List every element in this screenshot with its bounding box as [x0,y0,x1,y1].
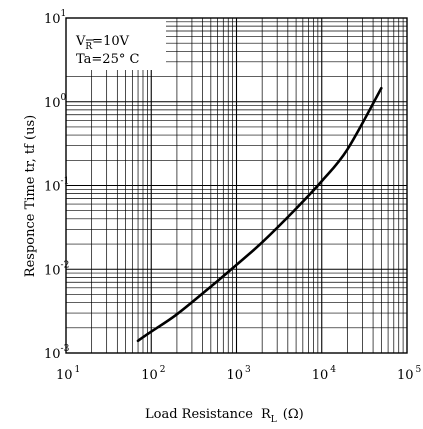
x-tick-labels: 10 1 10 2 10 3 10 4 10 5 [56,365,422,383]
condition-box: VR=10V Ta=25° C [66,18,166,70]
x-tick-label: 10 4 [312,365,337,383]
y-tick-label: 10-2 [44,260,69,278]
grid [66,18,407,353]
condition-temperature: Ta=25° C [76,52,139,67]
condition-box-background [66,18,166,70]
y-tick-label: 10-1 [44,177,69,195]
x-tick-label: 10 3 [227,365,252,383]
y-tick-label: 10-3 [44,344,70,362]
condition-voltage: VR=10V [75,34,130,52]
x-tick-label: 10 2 [141,365,165,383]
y-tick-label: 100 [44,93,67,111]
plot-frame [65,17,408,354]
y-tick-labels: 10-3 10-2 10-1 100 101 [44,9,70,362]
x-tick-label: 10 5 [397,365,422,383]
x-tick-label: 10 1 [56,365,80,383]
y-axis-label: Responce Time tr, tf (us) [23,115,38,277]
x-axis-label: Load Resistance RL (Ω) [145,407,304,425]
y-tick-label: 101 [44,9,66,27]
response-time-curve [136,86,383,343]
